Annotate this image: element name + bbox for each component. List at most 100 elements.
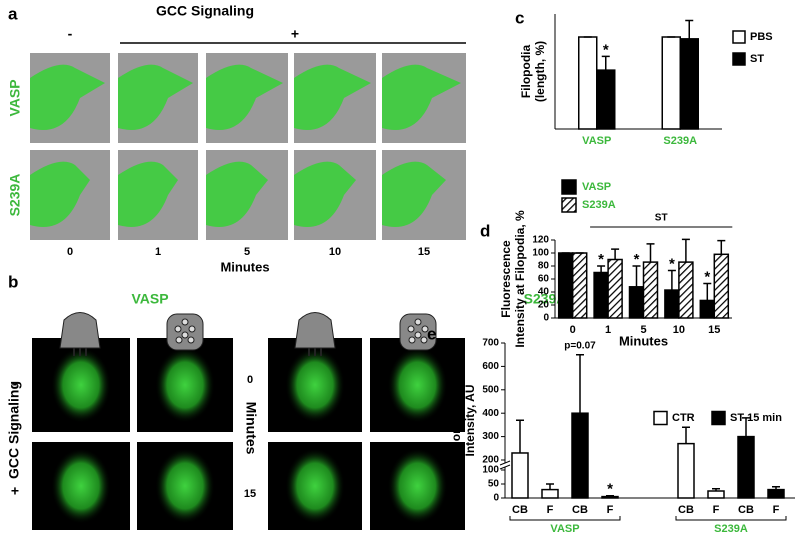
legend-swatch — [732, 52, 746, 66]
column-label: VASP — [131, 291, 168, 307]
group-bracket — [675, 516, 787, 521]
row-label: S239A — [7, 174, 23, 217]
cell-fluorescence — [285, 448, 345, 524]
y-tick-label: 700 — [482, 338, 499, 349]
time-labels: 0 1 5 10 15 — [67, 246, 430, 258]
y-tick-label: 20 — [538, 300, 550, 311]
panel-title: GCC Signaling — [156, 3, 254, 19]
cell-fluorescence — [51, 448, 111, 524]
legend-swatch — [711, 410, 726, 426]
x-tick-label: 5 — [640, 324, 646, 336]
bar — [642, 261, 659, 319]
x-tick-label: 10 — [673, 324, 685, 336]
group-label: S239A — [714, 523, 748, 535]
cell-fluorescence — [155, 347, 215, 423]
error-bar — [546, 483, 554, 490]
x-tick-label: F — [607, 504, 614, 516]
bar — [571, 252, 588, 319]
annotation: * — [704, 269, 710, 286]
time-label: 0 — [67, 246, 73, 258]
error-bar — [597, 265, 606, 273]
y-label: Fluorescence — [499, 240, 513, 318]
row-label: + — [11, 483, 19, 499]
row-label: - — [13, 376, 18, 392]
bar — [511, 452, 529, 499]
column-label: S239A — [524, 291, 567, 307]
x-tick-label: 0 — [570, 324, 576, 336]
time-axis-label: Minutes — [243, 402, 259, 455]
cell-fluorescence — [285, 347, 345, 423]
x-tick-label: F — [773, 504, 780, 516]
bracket-label: ST — [655, 213, 668, 224]
x-tick-label: CB — [572, 504, 588, 516]
y-tick-label: 500 — [482, 384, 499, 395]
y-tick-label: 80 — [538, 261, 550, 272]
error-bar — [576, 353, 584, 414]
bar — [571, 412, 589, 499]
cell-fluorescence — [155, 448, 215, 524]
y-tick-label: 300 — [482, 431, 499, 442]
vesicle — [181, 331, 189, 339]
bar — [593, 271, 609, 319]
bar — [661, 36, 681, 130]
error-bar — [606, 495, 614, 497]
legend-swatch — [561, 179, 577, 195]
annotation: * — [598, 251, 604, 268]
cell-fluorescence — [30, 64, 105, 130]
legend-swatch — [561, 197, 577, 213]
annotation: * — [607, 481, 613, 498]
cell-fluorescence — [387, 347, 448, 423]
cell-fluorescence — [382, 161, 446, 227]
legend-swatch — [653, 410, 668, 426]
error-bar — [646, 243, 655, 263]
x-tick-label: F — [547, 504, 554, 516]
minus: - — [68, 26, 73, 42]
error-bar — [682, 426, 690, 444]
vesicle — [407, 325, 415, 333]
vesicle — [420, 336, 428, 344]
y-tick-label: 40 — [538, 287, 550, 298]
legend-label: VASP — [582, 181, 611, 193]
bar — [737, 435, 755, 499]
vesicle — [174, 325, 182, 333]
x-tick-label: 1 — [605, 324, 611, 336]
annotation: p=0.07 — [564, 340, 596, 351]
bar — [767, 488, 785, 499]
bar — [557, 252, 574, 319]
time-label: 1 — [155, 246, 161, 258]
axis-break — [499, 464, 511, 470]
group-label: VASP — [550, 523, 579, 535]
error-bar — [742, 417, 750, 437]
y-tick-label: 600 — [482, 361, 499, 372]
vesicle — [188, 325, 196, 333]
y-tick-label: 120 — [532, 235, 549, 246]
error-bar — [516, 419, 524, 453]
y-label: Filopodia — [519, 45, 533, 99]
y-tick-label: 0 — [543, 313, 549, 324]
cell-fluorescence — [30, 161, 90, 227]
time-label: 15 — [244, 488, 256, 500]
y-tick-label: 100 — [482, 465, 499, 476]
legend-label: ST 15 min — [730, 412, 782, 424]
vesicle — [175, 336, 183, 344]
cell-fluorescence — [294, 161, 356, 227]
error-bar — [681, 238, 690, 263]
panel-label: a — [8, 4, 18, 23]
x-label: Minutes — [619, 333, 668, 348]
annotation: * — [634, 251, 640, 268]
error-bar — [703, 282, 712, 301]
axis-break — [499, 460, 511, 466]
y-label: Fluorescence — [449, 381, 463, 459]
vesicle — [414, 318, 422, 326]
y-tick-label: 60 — [538, 274, 550, 285]
time-label: 5 — [244, 246, 250, 258]
time-label: 15 — [418, 246, 430, 258]
cell-icon-side — [59, 312, 101, 349]
y-tick-label: 50 — [488, 479, 500, 490]
error-bar — [601, 55, 610, 71]
bar — [678, 261, 694, 319]
x-tick-label: CB — [738, 504, 754, 516]
panel-label: c — [515, 8, 524, 27]
legend-label: ST — [750, 53, 764, 65]
